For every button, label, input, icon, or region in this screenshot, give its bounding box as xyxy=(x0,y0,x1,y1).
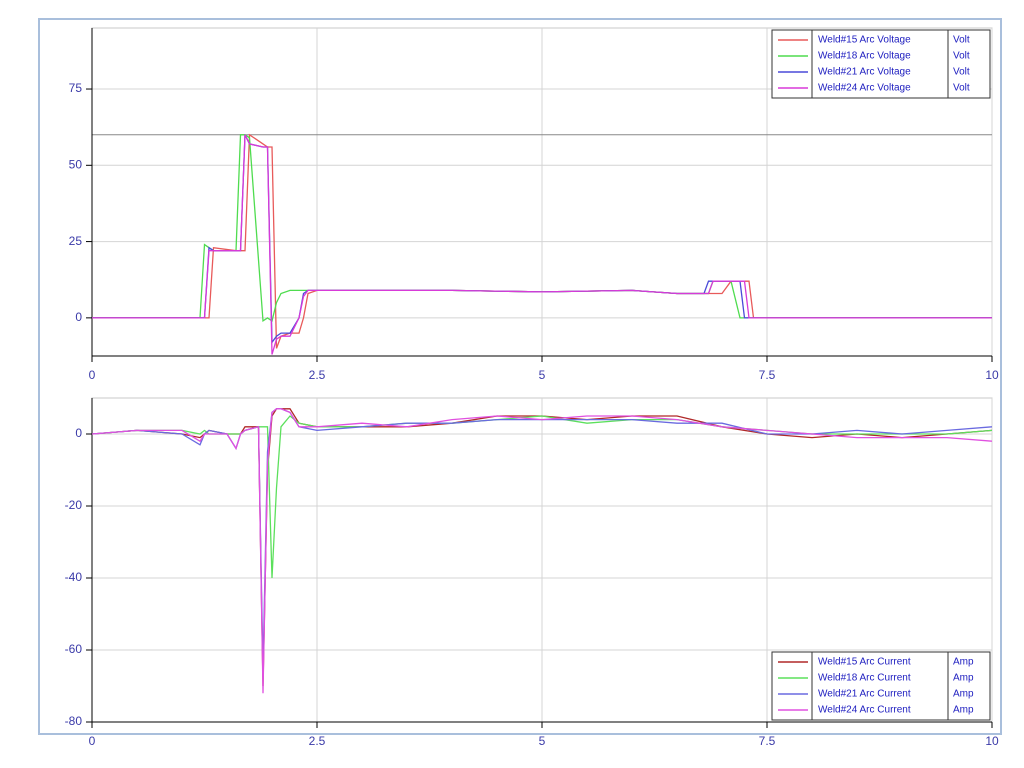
legend-label: Weld#15 Arc Voltage xyxy=(818,35,911,46)
x-tick-label: 5 xyxy=(539,368,546,382)
legend-label: Weld#18 Arc Current xyxy=(818,673,911,684)
legend-label: Weld#24 Arc Current xyxy=(818,705,911,716)
legend: Weld#15 Arc Voltage Volt Weld#18 Arc Volta… xyxy=(771,29,991,99)
legend-label: Weld#18 Arc Voltage xyxy=(818,51,911,62)
y-tick-label: 0 xyxy=(75,310,82,324)
legend: Weld#15 Arc Current Amp Weld#18 Arc Curren… xyxy=(771,651,991,721)
y-tick-label: -20 xyxy=(65,498,83,512)
legend-unit: Amp xyxy=(953,689,974,700)
legend-label: Weld#21 Arc Current xyxy=(818,689,911,700)
legend-unit: Volt xyxy=(953,83,970,94)
legend-unit: Amp xyxy=(953,673,974,684)
y-tick-label: -40 xyxy=(65,570,83,584)
legend-label: Weld#24 Arc Voltage xyxy=(818,83,911,94)
legend-label: Weld#15 Arc Current xyxy=(818,657,911,668)
y-tick-label: 50 xyxy=(69,157,83,171)
x-tick-label: 0 xyxy=(89,368,96,382)
x-tick-label: 7.5 xyxy=(759,734,776,748)
x-tick-label: 2.5 xyxy=(309,368,326,382)
y-tick-label: -80 xyxy=(65,714,83,728)
x-tick-label: 10 xyxy=(985,368,999,382)
x-tick-label: 2.5 xyxy=(309,734,326,748)
legend-unit: Volt xyxy=(953,35,970,46)
y-tick-label: 75 xyxy=(69,81,83,95)
legend-label: Weld#21 Arc Voltage xyxy=(818,67,911,78)
x-tick-label: 7.5 xyxy=(759,368,776,382)
series-line xyxy=(92,134,992,355)
y-tick-label: 0 xyxy=(75,426,82,440)
legend-box xyxy=(771,29,991,99)
x-tick-label: 10 xyxy=(985,734,999,748)
legend-unit: Volt xyxy=(953,51,970,62)
legend-box xyxy=(771,651,991,721)
legend-unit: Amp xyxy=(953,705,974,716)
legend-unit: Amp xyxy=(953,657,974,668)
series-line xyxy=(92,408,992,694)
x-tick-label: 0 xyxy=(89,734,96,748)
x-tick-label: 5 xyxy=(539,734,546,748)
y-tick-label: -60 xyxy=(65,642,83,656)
y-tick-label: 25 xyxy=(69,234,83,248)
legend-unit: Volt xyxy=(953,67,970,78)
